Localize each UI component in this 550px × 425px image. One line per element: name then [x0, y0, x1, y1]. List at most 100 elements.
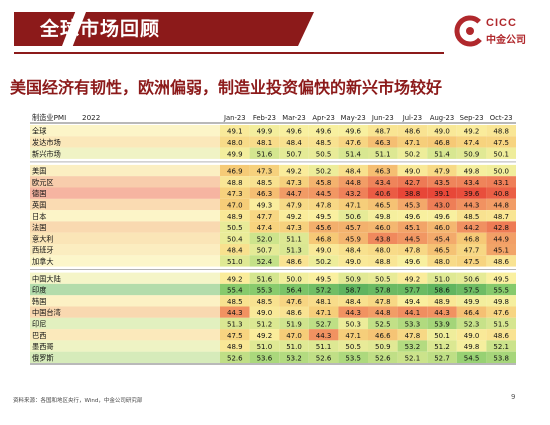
- heat-cell: [456, 232, 487, 244]
- cell-value: 45.6: [316, 224, 332, 232]
- heat-cell: [427, 198, 457, 211]
- cell-value: 48.4: [345, 298, 361, 306]
- cell-value: 50.1: [434, 332, 450, 340]
- cell-value: 47.9: [286, 202, 302, 210]
- row-label: 新兴市场: [32, 149, 61, 158]
- heat-cell: [220, 340, 250, 352]
- cell-value: 51.0: [434, 275, 450, 283]
- cell-value: 47.3: [227, 190, 243, 198]
- heat-cell: [338, 147, 368, 159]
- heat-cell: [220, 351, 250, 363]
- cell-value: 53.5: [345, 354, 361, 362]
- heat-cell: [397, 351, 428, 363]
- heat-cell: [486, 244, 516, 256]
- heat-cell: [308, 340, 339, 352]
- cell-value: 53.3: [405, 321, 421, 329]
- column-header: Mar-23: [282, 114, 306, 122]
- heat-cell: [308, 210, 339, 222]
- cell-value: 51.4: [345, 150, 361, 158]
- cell-value: 46.3: [257, 190, 273, 198]
- cell-value: 44.5: [405, 235, 421, 243]
- column-header: Aug-23: [430, 114, 454, 122]
- row-label: 美国: [32, 167, 46, 176]
- heat-cell: [338, 283, 368, 296]
- heat-cell: [220, 125, 250, 137]
- row-label-band: [30, 272, 220, 284]
- cell-value: 50.9: [464, 150, 480, 158]
- heat-cell: [368, 198, 398, 211]
- cell-value: 48.9: [227, 213, 243, 221]
- heat-cell: [456, 351, 487, 363]
- cell-value: 49.0: [316, 247, 332, 255]
- cell-value: 45.4: [434, 235, 450, 243]
- heat-cell: [279, 176, 309, 188]
- cell-value: 44.5: [316, 190, 332, 198]
- cell-value: 49.6: [405, 213, 421, 221]
- cell-value: 58.7: [345, 287, 361, 295]
- cell-value: 49.8: [464, 343, 480, 351]
- heat-cell: [249, 351, 280, 363]
- cell-value: 50.4: [227, 235, 243, 243]
- cell-value: 47.4: [257, 224, 273, 232]
- heat-cell: [368, 255, 398, 267]
- row-label-band: [30, 221, 220, 233]
- row-label-band: [30, 164, 220, 177]
- heat-cell: [308, 164, 339, 177]
- cell-value: 49.8: [493, 298, 509, 306]
- heat-cell: [279, 210, 309, 222]
- heat-cell: [368, 147, 398, 159]
- heat-cell: [397, 306, 428, 318]
- cell-value: 50.6: [464, 275, 480, 283]
- heat-cell: [368, 295, 398, 307]
- heat-cell: [486, 329, 516, 341]
- row-label-band: [30, 187, 220, 199]
- heat-cell: [368, 283, 398, 296]
- heat-cell: [456, 306, 487, 318]
- cell-value: 51.1: [286, 235, 302, 243]
- cell-value: 49.9: [257, 128, 273, 136]
- cell-value: 44.3: [227, 309, 243, 317]
- heat-cell: [427, 176, 457, 188]
- row-label-band: [30, 232, 220, 244]
- cell-value: 47.0: [227, 202, 243, 210]
- row-label-band: [30, 255, 220, 267]
- cell-value: 44.3: [464, 202, 480, 210]
- heat-cell: [456, 198, 487, 211]
- cell-value: 55.5: [493, 287, 509, 295]
- heat-cell: [486, 255, 516, 267]
- cell-value: 47.4: [464, 139, 480, 147]
- cell-value: 49.9: [227, 150, 243, 158]
- heat-cell: [368, 164, 398, 177]
- cell-value: 47.5: [464, 258, 480, 266]
- title-rule: [14, 52, 444, 54]
- cell-value: 44.1: [405, 309, 421, 317]
- heat-cell: [456, 272, 487, 284]
- heat-cell: [220, 272, 250, 284]
- heat-cell: [368, 125, 398, 137]
- cell-value: 52.0: [257, 235, 273, 243]
- column-header: Sep-23: [460, 114, 484, 122]
- column-header: Apr-23: [312, 114, 334, 122]
- heat-cell: [279, 187, 309, 199]
- pmi-heatmap: 制造业PMI 2022 Jan-23 Feb-23 Mar-23 Apr-23 May-23…: [30, 113, 516, 365]
- cell-value: 47.3: [286, 179, 302, 187]
- heat-cell: [486, 187, 516, 199]
- cell-value: 48.6: [286, 258, 302, 266]
- heat-cell: [368, 210, 398, 222]
- cell-value: 44.3: [316, 332, 332, 340]
- heat-cell: [308, 232, 339, 244]
- cell-value: 46.8: [316, 235, 332, 243]
- heat-cell: [279, 136, 309, 148]
- heat-cell: [456, 164, 487, 177]
- heat-cell: [338, 306, 368, 318]
- cell-value: 49.6: [316, 128, 332, 136]
- cell-value: 43.0: [434, 202, 450, 210]
- cell-value: 50.5: [345, 343, 361, 351]
- heat-cell: [427, 232, 457, 244]
- heat-cell: [308, 306, 339, 318]
- cell-value: 47.9: [434, 168, 450, 176]
- cell-value: 46.8: [434, 139, 450, 147]
- cell-value: 56.4: [286, 287, 302, 295]
- cell-value: 39.6: [464, 190, 480, 198]
- heat-cell: [456, 125, 487, 137]
